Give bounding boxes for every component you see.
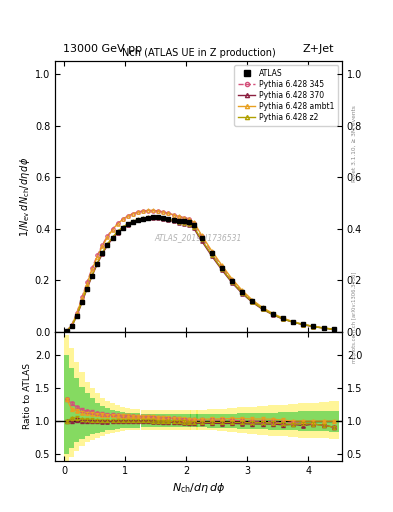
Text: ATLAS_2019_I1736531: ATLAS_2019_I1736531 (155, 233, 242, 242)
Y-axis label: Ratio to ATLAS: Ratio to ATLAS (23, 364, 32, 430)
Text: 13000 GeV pp: 13000 GeV pp (63, 44, 142, 54)
Y-axis label: $1/N_{\rm ev}\,dN_{\rm ch}/d\eta\,d\phi$: $1/N_{\rm ev}\,dN_{\rm ch}/d\eta\,d\phi$ (18, 157, 32, 237)
Text: Z+Jet: Z+Jet (303, 44, 334, 54)
Legend: ATLAS, Pythia 6.428 345, Pythia 6.428 370, Pythia 6.428 ambt1, Pythia 6.428 z2: ATLAS, Pythia 6.428 345, Pythia 6.428 37… (235, 65, 338, 125)
Text: mcplots.cern.ch [arXiv:1306.3436]: mcplots.cern.ch [arXiv:1306.3436] (352, 272, 357, 363)
Text: Rivet 3.1.10, ≥ 3M events: Rivet 3.1.10, ≥ 3M events (352, 105, 357, 182)
Title: Nch (ATLAS UE in Z production): Nch (ATLAS UE in Z production) (121, 48, 275, 58)
X-axis label: $N_{\rm ch}/d\eta\,d\phi$: $N_{\rm ch}/d\eta\,d\phi$ (172, 481, 225, 495)
